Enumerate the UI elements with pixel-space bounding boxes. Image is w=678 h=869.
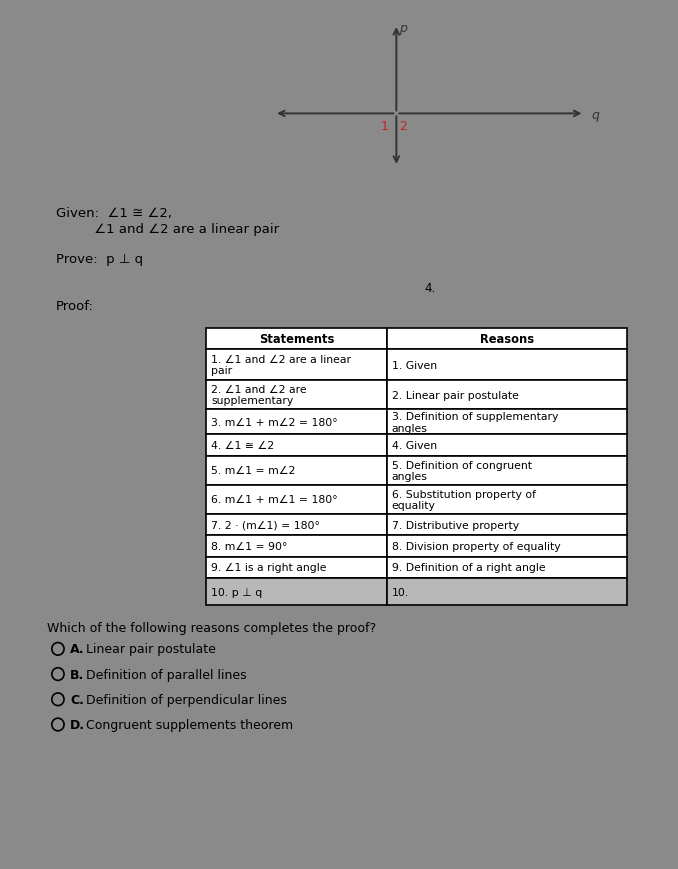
Text: equality: equality bbox=[392, 501, 435, 511]
Bar bbox=[207, 435, 387, 456]
Bar bbox=[207, 579, 387, 606]
Bar bbox=[387, 349, 626, 381]
Text: 9. ∠1 is a right angle: 9. ∠1 is a right angle bbox=[211, 563, 327, 573]
Text: 1. Given: 1. Given bbox=[392, 361, 437, 370]
Text: B.: B. bbox=[70, 667, 84, 680]
Text: 9. Definition of a right angle: 9. Definition of a right angle bbox=[392, 563, 545, 573]
Text: q: q bbox=[592, 109, 600, 122]
Text: A.: A. bbox=[70, 642, 85, 655]
Bar bbox=[387, 410, 626, 435]
Text: 6. m∠1 + m∠1 = 180°: 6. m∠1 + m∠1 = 180° bbox=[211, 494, 338, 505]
Text: Which of the following reasons completes the proof?: Which of the following reasons completes… bbox=[47, 621, 376, 634]
Bar bbox=[387, 328, 626, 349]
Text: 7. 2 · (m∠1) = 180°: 7. 2 · (m∠1) = 180° bbox=[211, 520, 320, 530]
Text: ∠1 and ∠2 are a linear pair: ∠1 and ∠2 are a linear pair bbox=[56, 222, 279, 235]
Bar bbox=[207, 349, 387, 381]
Bar bbox=[207, 486, 387, 514]
Text: C.: C. bbox=[70, 693, 84, 706]
Text: D.: D. bbox=[70, 718, 85, 731]
Bar bbox=[387, 456, 626, 486]
Bar bbox=[387, 535, 626, 557]
Text: pair: pair bbox=[211, 366, 233, 376]
Bar bbox=[387, 486, 626, 514]
Bar bbox=[207, 557, 387, 579]
Text: 1: 1 bbox=[381, 120, 388, 133]
Bar bbox=[387, 381, 626, 410]
Text: 3. m∠1 + m∠2 = 180°: 3. m∠1 + m∠2 = 180° bbox=[211, 417, 338, 428]
Bar bbox=[207, 328, 387, 349]
Text: 3. Definition of supplementary: 3. Definition of supplementary bbox=[392, 412, 558, 421]
Text: supplementary: supplementary bbox=[211, 396, 294, 406]
Bar bbox=[207, 535, 387, 557]
Text: 5. Definition of congruent: 5. Definition of congruent bbox=[392, 461, 532, 470]
Text: Definition of perpendicular lines: Definition of perpendicular lines bbox=[86, 693, 287, 706]
Text: Statements: Statements bbox=[259, 333, 334, 346]
Text: 8. Division property of equality: 8. Division property of equality bbox=[392, 541, 560, 552]
Bar bbox=[207, 381, 387, 410]
Text: 1. ∠1 and ∠2 are a linear: 1. ∠1 and ∠2 are a linear bbox=[211, 355, 351, 364]
Text: 8. m∠1 = 90°: 8. m∠1 = 90° bbox=[211, 541, 287, 552]
Text: 6. Substitution property of: 6. Substitution property of bbox=[392, 489, 536, 499]
Bar bbox=[207, 456, 387, 486]
Text: Congruent supplements theorem: Congruent supplements theorem bbox=[86, 718, 294, 731]
Text: 5. m∠1 = m∠2: 5. m∠1 = m∠2 bbox=[211, 466, 296, 476]
Bar bbox=[387, 557, 626, 579]
Text: Definition of parallel lines: Definition of parallel lines bbox=[86, 667, 247, 680]
Text: angles: angles bbox=[392, 472, 428, 481]
Text: p: p bbox=[399, 23, 407, 36]
Bar bbox=[387, 579, 626, 606]
Text: 4.: 4. bbox=[424, 282, 436, 295]
Text: Reasons: Reasons bbox=[480, 333, 534, 346]
Text: Prove:  p ⊥ q: Prove: p ⊥ q bbox=[56, 253, 143, 266]
Text: 4. ∠1 ≅ ∠2: 4. ∠1 ≅ ∠2 bbox=[211, 441, 275, 451]
Text: Proof:: Proof: bbox=[56, 299, 94, 312]
Text: 10. p ⊥ q: 10. p ⊥ q bbox=[211, 587, 262, 597]
Text: 4. Given: 4. Given bbox=[392, 441, 437, 451]
Text: 2. Linear pair postulate: 2. Linear pair postulate bbox=[392, 390, 519, 401]
Text: 7. Distributive property: 7. Distributive property bbox=[392, 520, 519, 530]
Text: 2: 2 bbox=[399, 120, 407, 133]
Bar bbox=[387, 514, 626, 535]
Bar bbox=[207, 410, 387, 435]
Text: Linear pair postulate: Linear pair postulate bbox=[86, 642, 216, 655]
Bar bbox=[387, 435, 626, 456]
Text: angles: angles bbox=[392, 423, 428, 433]
Text: Given:  ∠1 ≅ ∠2,: Given: ∠1 ≅ ∠2, bbox=[56, 206, 172, 219]
Text: 10.: 10. bbox=[392, 587, 409, 597]
Bar bbox=[207, 514, 387, 535]
Text: 2. ∠1 and ∠2 are: 2. ∠1 and ∠2 are bbox=[211, 385, 306, 395]
